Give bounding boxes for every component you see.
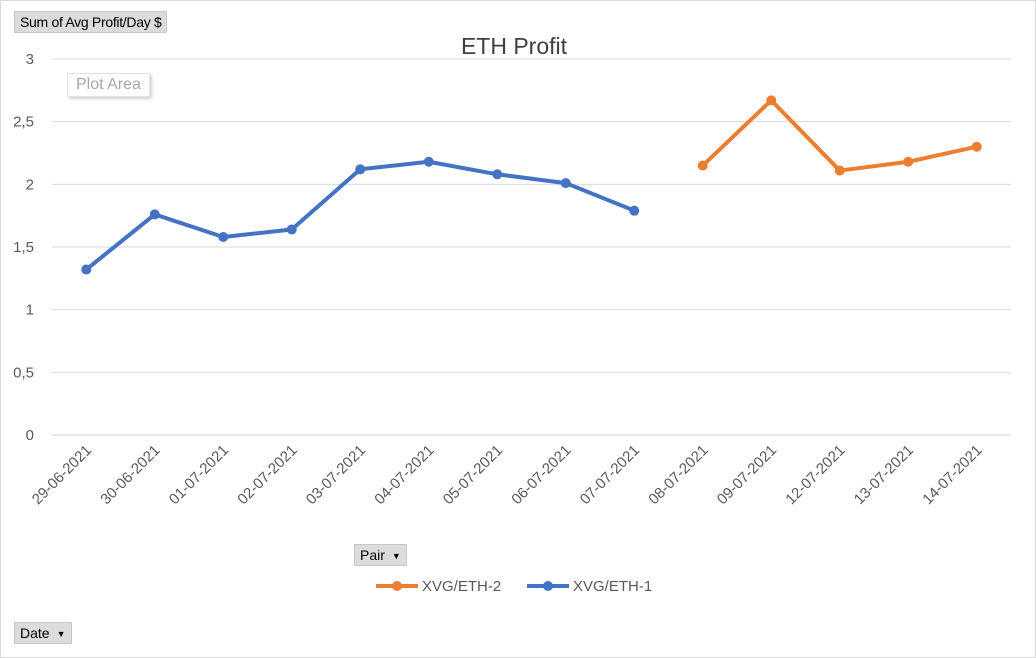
y-tick-label: 1	[26, 302, 34, 319]
x-tick-label: 07-07-2021	[577, 442, 643, 508]
x-tick-label: 30-06-2021	[97, 442, 163, 508]
data-point[interactable]	[81, 264, 92, 275]
x-tick-label: 09-07-2021	[714, 442, 780, 508]
data-point[interactable]	[218, 231, 229, 242]
series-xvg-eth-1[interactable]	[81, 156, 640, 275]
legend[interactable]: XVG/ETH-2 XVG/ETH-1	[376, 578, 652, 595]
legend-item[interactable]: XVG/ETH-2	[376, 578, 501, 595]
y-tick-label: 1,5	[13, 239, 34, 256]
x-tick-label: 06-07-2021	[508, 442, 574, 508]
x-tick-label: 03-07-2021	[303, 442, 369, 508]
legend-marker	[392, 581, 402, 591]
x-tick-label: 14-07-2021	[919, 442, 985, 508]
legend-marker	[543, 581, 553, 591]
data-point[interactable]	[834, 165, 845, 176]
y-tick-label: 0,5	[13, 364, 34, 381]
legend-item[interactable]: XVG/ETH-1	[527, 578, 652, 595]
series-line[interactable]	[84, 159, 637, 272]
dropdown-arrow-icon[interactable]: ▼	[56, 629, 66, 639]
series-xvg-eth-2[interactable]	[697, 95, 982, 176]
x-tick-label: 04-07-2021	[371, 442, 437, 508]
data-point[interactable]	[286, 224, 297, 235]
pair-field-label: Pair	[360, 547, 385, 563]
plot-area-tooltip: Plot Area	[67, 73, 150, 97]
data-point[interactable]	[149, 209, 160, 220]
x-tick-label: 01-07-2021	[166, 442, 232, 508]
dropdown-arrow-icon[interactable]: ▼	[391, 551, 401, 561]
y-tick-label: 3	[26, 51, 34, 68]
data-point[interactable]	[629, 205, 640, 216]
y-tick-label: 2	[26, 176, 34, 193]
data-point[interactable]	[423, 156, 434, 167]
data-point[interactable]	[697, 160, 708, 171]
x-tick-label: 29-06-2021	[29, 442, 95, 508]
y-tick-label: 2,5	[13, 114, 34, 131]
x-tick-label: 02-07-2021	[234, 442, 300, 508]
x-axis-ticks: 29-06-2021 30-06-2021 01-07-2021 02-07-2021…	[29, 442, 986, 508]
value-field-label: Sum of Avg Profit/Day $	[20, 14, 162, 30]
data-point[interactable]	[355, 164, 366, 175]
series-line[interactable]	[700, 98, 979, 173]
legend-label: XVG/ETH-1	[573, 578, 652, 595]
chart-title: ETH Profit	[461, 33, 568, 59]
date-field-label: Date	[20, 625, 50, 641]
data-point[interactable]	[971, 141, 982, 152]
y-axis-ticks: 0 0,5 1 1,5 2 2,5 3	[13, 51, 34, 444]
data-point[interactable]	[560, 178, 571, 189]
date-field-button[interactable]: Date ▼	[14, 622, 72, 644]
x-tick-label: 08-07-2021	[645, 442, 711, 508]
x-tick-label: 05-07-2021	[440, 442, 506, 508]
x-tick-label: 13-07-2021	[851, 442, 917, 508]
data-point[interactable]	[903, 156, 914, 167]
pair-field-button[interactable]: Pair ▼	[354, 544, 407, 566]
data-point[interactable]	[492, 169, 503, 180]
gridlines	[52, 58, 1011, 436]
y-tick-label: 0	[26, 427, 34, 444]
value-field-button[interactable]: Sum of Avg Profit/Day $	[14, 11, 168, 33]
x-tick-label: 12-07-2021	[782, 442, 848, 508]
legend-label: XVG/ETH-2	[422, 578, 501, 595]
data-point[interactable]	[766, 95, 777, 106]
series-group[interactable]	[81, 95, 982, 275]
